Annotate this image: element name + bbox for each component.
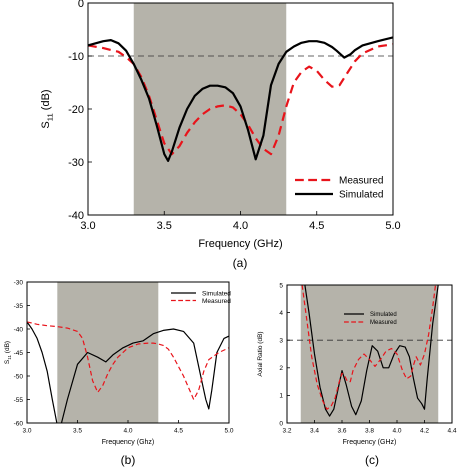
y-tick-label: -20 [68, 104, 84, 116]
x-tick-label: 4.0 [233, 220, 248, 232]
y-axis-label: S11 (dB) [40, 89, 54, 128]
x-axis-label: Frequency (GHz) [343, 439, 397, 446]
x-tick-label: 4.0 [392, 428, 401, 435]
panel-caption: (b) [121, 453, 136, 467]
y-tick-label: -40 [68, 210, 84, 222]
x-tick-label: 3.5 [73, 428, 82, 435]
y-tick-label: -30 [68, 157, 84, 169]
y-tick-label: 2 [279, 365, 283, 372]
x-tick-label: 4.2 [420, 428, 429, 435]
y-tick-label: -60 [14, 420, 24, 427]
chart-panel-2: 3.0 3.5 4.0 4.5 5.0 -30 -35 -40 -45 -50 -55 -60 Freq… [4, 279, 234, 467]
x-tick-label: 3.4 [310, 428, 319, 435]
y-tick-label: 0 [279, 420, 283, 427]
legend-label-simulated: Simulated [339, 190, 383, 201]
legend-label-measured: Measured [202, 298, 231, 305]
x-tick-label: 3.2 [282, 428, 291, 435]
y-tick-label: -45 [14, 350, 24, 357]
chart-panel-1: 3.0 3.5 4.0 4.5 5.0 0 -10 -20 -30 -40 Frequency (G… [40, 0, 401, 270]
shaded-band [57, 282, 159, 423]
x-axis-label: Frequency (GHz) [198, 238, 282, 250]
panel-caption: (a) [233, 256, 248, 270]
x-tick-label: 5.0 [224, 428, 233, 435]
y-tick-label: 3 [279, 337, 283, 344]
x-tick-label: 4.5 [174, 428, 183, 435]
x-tick-label: 5.0 [385, 220, 400, 232]
legend-label-measured: Measured [339, 176, 383, 187]
y-tick-label: -40 [14, 326, 24, 333]
x-tick-label: 4.5 [309, 220, 324, 232]
series-line-simulated [27, 321, 229, 423]
shaded-band [300, 285, 439, 423]
y-tick-label: 5 [279, 282, 283, 289]
x-tick-label: 3.5 [157, 220, 172, 232]
chart-panel-3: 3.2 3.4 3.6 3.8 4.0 4.2 4.4 0 1 2 3 4 5 Frequency (GH… [257, 282, 457, 467]
legend-label-measured: Measured [370, 320, 397, 326]
y-tick-label: 4 [279, 310, 283, 317]
y-tick-label: -10 [68, 51, 84, 63]
legend-label-simulated: Simulated [202, 290, 231, 297]
y-tick-label: -50 [14, 373, 24, 380]
y-tick-label: -35 [14, 303, 24, 310]
y-tick-label: -55 [14, 397, 24, 404]
x-tick-label: 3.0 [22, 428, 31, 435]
x-tick-label: 3.8 [365, 428, 374, 435]
x-tick-label: 4.4 [447, 428, 456, 435]
legend-label-simulated: Simulated [370, 312, 397, 318]
y-tick-label: -30 [14, 279, 24, 286]
series-line-simulated [304, 285, 439, 417]
y-axis-label: Axial Ratio (dB) [257, 331, 264, 376]
x-tick-label: 3.6 [337, 428, 346, 435]
series-line-measured [27, 321, 229, 401]
y-tick-label: 0 [78, 0, 84, 10]
series-line-simulated [88, 36, 393, 162]
panel-caption: (c) [365, 453, 379, 467]
x-tick-label: 4.0 [123, 428, 132, 435]
x-tick-label: 3.0 [80, 220, 95, 232]
series-line-measured [301, 285, 437, 410]
y-tick-label: 1 [279, 393, 283, 400]
y-axis-label: S11 (dB) [4, 341, 12, 364]
x-axis-label: Frequency (Ghz) [102, 439, 155, 446]
